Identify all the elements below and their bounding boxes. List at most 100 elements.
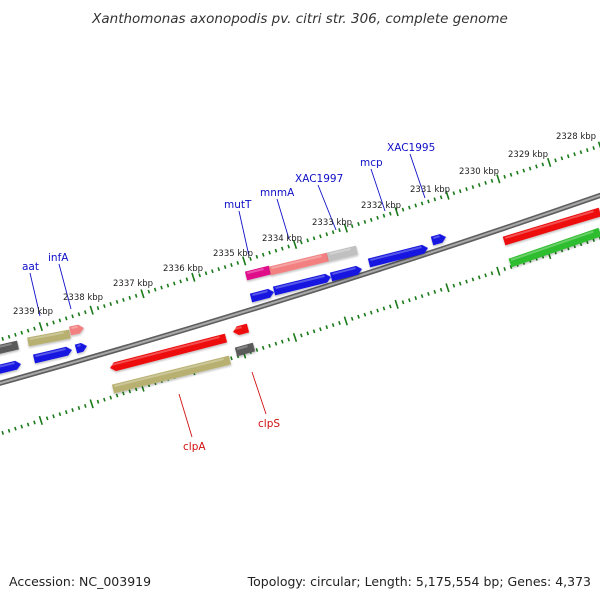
gene-label-mcp[interactable]: mcp — [360, 157, 383, 169]
gene-label-XAC1997[interactable]: XAC1997 — [295, 173, 343, 185]
inner-scale-tick — [484, 273, 487, 278]
infA-gene[interactable] — [69, 324, 85, 336]
scale-label-2338: 2338 kbp — [63, 293, 103, 303]
leader-line-XAC1995 — [409, 153, 426, 199]
upstream-cds-right[interactable] — [502, 207, 600, 246]
accession-text: Accession: NC_003919 — [9, 574, 151, 589]
inner-scale-tick — [394, 299, 399, 309]
outer-scale-tick — [64, 316, 68, 321]
scale-label-2334: 2334 kbp — [262, 234, 302, 244]
outer-scale-tick — [573, 152, 576, 157]
inner-scale-tick — [458, 281, 462, 286]
leader-line-mcp — [370, 168, 386, 212]
gene-label-aat[interactable]: aat — [22, 261, 39, 273]
inner-scale-tick — [83, 403, 87, 408]
blue-cds-2-shape — [32, 346, 72, 364]
outer-scale-tick — [560, 156, 564, 161]
outer-scale-tick — [292, 239, 298, 250]
blue-cds-2[interactable] — [32, 346, 73, 364]
inner-scale-tick — [477, 275, 481, 280]
inner-scale-tick — [414, 296, 418, 301]
outer-scale-tick — [45, 322, 49, 327]
outer-scale-tick — [592, 146, 595, 151]
outer-scale-tick — [306, 238, 310, 243]
outer-scale-tick — [58, 318, 62, 323]
gene-label-clpA[interactable]: clpA — [183, 441, 206, 453]
outer-scale-tick — [103, 304, 106, 309]
outer-scale-tick — [516, 170, 519, 175]
clpA-cds[interactable] — [109, 333, 228, 373]
inner-scale-tick — [420, 294, 424, 299]
inner-scale-tick — [268, 343, 271, 348]
blue-cds-8[interactable] — [430, 233, 447, 246]
inner-scale-tick — [503, 267, 507, 272]
blue-cds-5-shape — [272, 273, 331, 296]
green-cds-right[interactable] — [508, 227, 600, 268]
clpS-cds[interactable] — [232, 323, 250, 337]
blue-cds-6[interactable] — [329, 265, 363, 282]
gene-label-mnmA[interactable]: mnmA — [260, 187, 295, 199]
outer-scale-tick — [217, 267, 221, 272]
outer-scale-tick — [96, 306, 100, 311]
blue-cds-3[interactable] — [74, 342, 88, 354]
gene-label-infA[interactable]: infA — [48, 252, 69, 264]
label-leader-lines — [29, 153, 426, 438]
blue-cds-1[interactable] — [0, 360, 22, 377]
outer-scale-tick — [268, 250, 271, 255]
outer-scale-tick — [490, 178, 494, 183]
inner-scale-tick — [306, 331, 310, 336]
XAC1997-cds[interactable] — [326, 245, 359, 262]
clpS-adjacent[interactable] — [234, 342, 256, 357]
clpA-adjacent[interactable] — [111, 355, 232, 394]
blue-cds-7[interactable] — [367, 244, 429, 268]
outer-scale-tick — [338, 228, 341, 233]
mutT-cds[interactable] — [244, 265, 272, 281]
outer-scale-tick — [382, 213, 386, 218]
clpA-cds-highlight — [111, 336, 220, 367]
gene-label-XAC1995[interactable]: XAC1995 — [387, 142, 435, 154]
inner-scale-tick — [496, 266, 501, 276]
blue-cds-5[interactable] — [272, 273, 332, 296]
inner-scale-tick — [382, 306, 386, 311]
outer-scale-tick — [274, 248, 278, 253]
outer-scale-tick — [280, 246, 284, 251]
outer-scale-tick — [350, 224, 354, 228]
outer-scale-tick — [343, 223, 348, 233]
outer-scale-tick — [433, 197, 437, 202]
map-title: Xanthomonas axonopodis pv. citri str. 30… — [91, 11, 508, 27]
outer-scale-tick — [319, 234, 322, 239]
inner-scale-tick — [439, 287, 443, 292]
outer-scale-tick — [198, 273, 202, 278]
blue-cds-4[interactable] — [249, 288, 275, 303]
blue-cds-4-shape — [249, 288, 274, 303]
inner-scale-tick — [300, 333, 303, 338]
gene-label-clpS[interactable]: clpS — [258, 418, 280, 430]
inner-scale-tick — [52, 414, 55, 419]
green-cds-right-shape — [508, 227, 600, 268]
gene-labels-reverse: clpA clpS — [183, 418, 280, 453]
clpS-adjacent-shape — [234, 342, 256, 357]
outer-scale-tick — [26, 328, 30, 333]
mutT-cds-highlight — [247, 268, 264, 275]
inner-scale-tick — [319, 327, 322, 332]
blue-cds-4-highlight — [252, 290, 268, 297]
XAC1997-cds-shape — [326, 245, 359, 262]
scale-label-2335: 2335 kbp — [213, 249, 253, 259]
outer-scale-tick — [394, 207, 399, 217]
gene-label-mutT[interactable]: mutT — [224, 199, 252, 211]
blue-cds-6-shape — [329, 265, 362, 282]
infA-upstream-cds[interactable] — [27, 329, 71, 347]
outer-scale-tick — [535, 164, 538, 169]
inner-scale-tick — [357, 314, 360, 319]
outer-scale-tick — [369, 217, 373, 222]
leader-line-clpS — [251, 371, 267, 415]
inner-scale-tick — [71, 408, 74, 413]
blue-cds-8-highlight — [432, 235, 440, 240]
aat-gene[interactable] — [0, 340, 20, 357]
outer-scale-tick — [477, 183, 481, 187]
blue-cds-6-highlight — [332, 267, 356, 276]
mnmA-cds[interactable] — [268, 252, 330, 276]
outer-scale-tick — [458, 189, 462, 194]
outer-scale-tick — [1, 336, 5, 341]
scale-label-2336: 2336 kbp — [163, 264, 203, 274]
